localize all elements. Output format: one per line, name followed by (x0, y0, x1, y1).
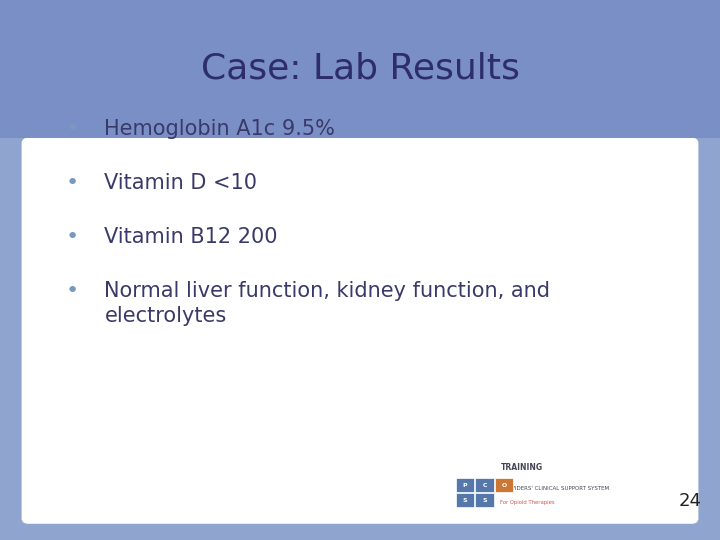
FancyBboxPatch shape (475, 478, 494, 492)
Text: PROVIDERS' CLINICAL SUPPORT SYSTEM: PROVIDERS' CLINICAL SUPPORT SYSTEM (500, 487, 610, 491)
Text: 24: 24 (679, 492, 702, 510)
Text: O: O (501, 483, 507, 488)
Text: Vitamin D <10: Vitamin D <10 (104, 173, 258, 193)
Text: •: • (66, 119, 78, 139)
Text: For Opioid Therapies: For Opioid Therapies (500, 500, 555, 505)
Text: S: S (463, 497, 467, 503)
FancyBboxPatch shape (22, 138, 698, 524)
FancyBboxPatch shape (495, 478, 513, 492)
Text: P: P (463, 483, 467, 488)
FancyBboxPatch shape (0, 0, 720, 138)
FancyBboxPatch shape (475, 493, 494, 507)
Text: Hemoglobin A1c 9.5%: Hemoglobin A1c 9.5% (104, 119, 336, 139)
Text: •: • (66, 227, 78, 247)
Text: S: S (482, 497, 487, 503)
FancyBboxPatch shape (456, 478, 474, 492)
Text: •: • (66, 173, 78, 193)
Text: Vitamin B12 200: Vitamin B12 200 (104, 227, 278, 247)
FancyBboxPatch shape (456, 493, 474, 507)
Text: Case: Lab Results: Case: Lab Results (201, 52, 519, 86)
Text: •: • (66, 281, 78, 301)
Text: TRAINING: TRAINING (500, 463, 543, 472)
Text: C: C (482, 483, 487, 488)
Text: Normal liver function, kidney function, and
electrolytes: Normal liver function, kidney function, … (104, 281, 550, 326)
